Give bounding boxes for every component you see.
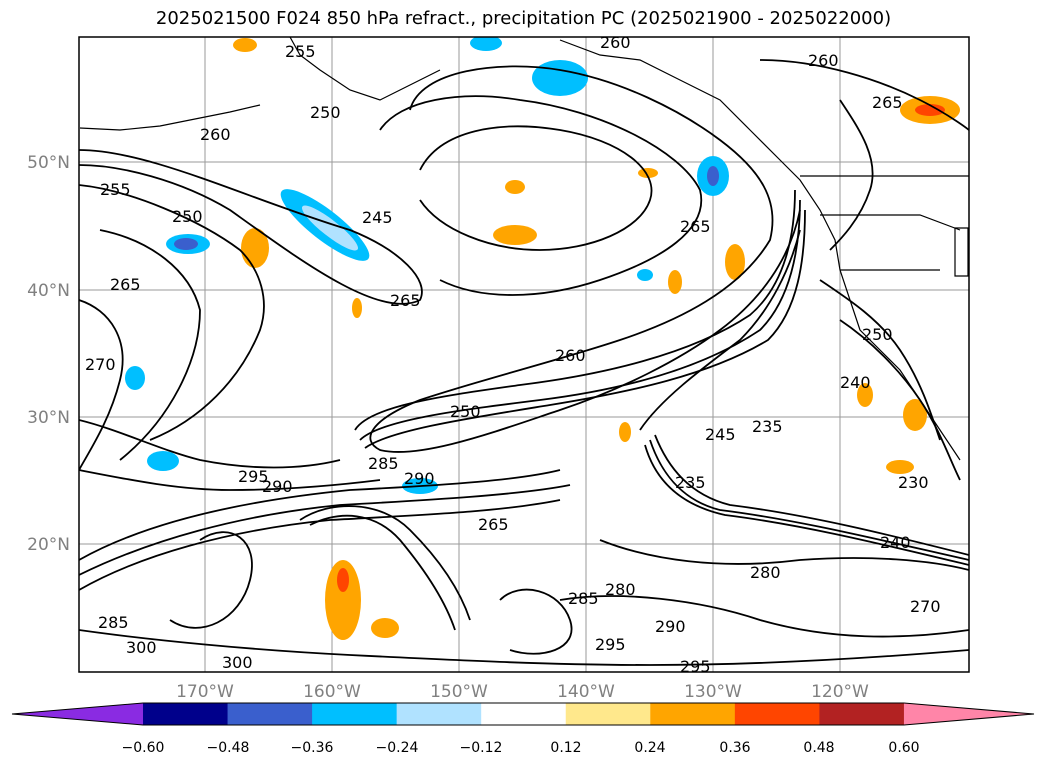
contour-label: 250 — [172, 207, 203, 226]
contour-label: 295 — [238, 467, 269, 486]
chart-title: 2025021500 F024 850 hPa refract., precip… — [155, 8, 892, 29]
latitude-labels: 50°N 40°N 30°N 20°N — [27, 153, 70, 555]
colorbar-extend-low — [12, 703, 143, 725]
contour-label: 250 — [310, 103, 341, 122]
contour-label: 265 — [872, 93, 903, 112]
contour-label: 290 — [655, 617, 686, 636]
lon-label: 130°W — [684, 682, 742, 702]
contour-label: 250 — [450, 402, 481, 421]
contour-label: 245 — [362, 208, 393, 227]
contour-label: 240 — [880, 533, 911, 552]
lon-label: 150°W — [430, 682, 488, 702]
lat-label: 40°N — [27, 281, 70, 301]
contour-label: 270 — [85, 355, 116, 374]
contour-label: 240 — [840, 373, 871, 392]
lat-label: 20°N — [27, 535, 70, 555]
colorbar-tick-label: 0.60 — [888, 740, 919, 756]
colorbar-tick-label: −0.48 — [207, 740, 250, 756]
contour-label: 255 — [285, 42, 316, 61]
contour-label: 290 — [262, 477, 293, 496]
contour-label: 280 — [750, 563, 781, 582]
contour-label: 235 — [752, 417, 783, 436]
contour-label-group: 260 260 260 260 255 255 250 250 250 250 … — [85, 33, 941, 676]
contour-label: 265 — [478, 515, 509, 534]
contour-label: 265 — [390, 291, 421, 310]
colorbar-segment — [565, 703, 651, 725]
colorbar-tick-label: −0.12 — [460, 740, 503, 756]
colorbar-tick-label: 0.12 — [550, 740, 581, 756]
precip-shading — [125, 37, 960, 640]
colorbar-tick-label: 0.36 — [719, 740, 750, 756]
contour-label: 255 — [100, 180, 131, 199]
contour-label: 265 — [680, 217, 711, 236]
colorbar-segment — [143, 703, 229, 725]
colorbar-segment — [734, 703, 820, 725]
colorbar-outline — [11, 702, 1035, 726]
longitude-labels: 170°W 160°W 150°W 140°W 130°W 120°W — [176, 682, 869, 702]
colorbar-extend-high — [903, 703, 1034, 725]
plot-area — [79, 37, 969, 672]
contour-label: 230 — [898, 473, 929, 492]
contour-label: 300 — [222, 653, 253, 672]
contour-label: 250 — [862, 325, 893, 344]
contour-label: 235 — [675, 473, 706, 492]
colorbar-tick-label: 0.24 — [634, 740, 665, 756]
coastlines — [79, 37, 969, 461]
graticule — [79, 37, 969, 672]
colorbar-segment — [396, 703, 482, 725]
contour-label: 285 — [368, 454, 399, 473]
contour-label: 260 — [555, 346, 586, 365]
colorbar-tick-label: −0.24 — [376, 740, 419, 756]
contour-label: 260 — [600, 33, 631, 52]
colorbar-segment — [312, 703, 398, 725]
lon-label: 170°W — [176, 682, 234, 702]
lon-label: 120°W — [811, 682, 869, 702]
colorbar-tick-label: 0.48 — [803, 740, 834, 756]
lon-label: 140°W — [557, 682, 615, 702]
contour-label: 270 — [910, 597, 941, 616]
colorbar — [11, 702, 1035, 726]
colorbar-segment — [819, 703, 905, 725]
refractivity-contours — [79, 59, 969, 666]
contour-label: 285 — [568, 589, 599, 608]
colorbar-segment — [650, 703, 736, 725]
contour-label: 260 — [808, 51, 839, 70]
colorbar-tick-label: −0.36 — [291, 740, 334, 756]
contour-label: 290 — [404, 469, 435, 488]
contour-label: 295 — [680, 657, 711, 676]
colorbar-segment — [481, 703, 567, 725]
colorbar-segment — [227, 703, 313, 725]
contour-label: 245 — [705, 425, 736, 444]
contour-label: 260 — [200, 125, 231, 144]
contour-label: 265 — [110, 275, 141, 294]
contour-label: 285 — [98, 613, 129, 632]
lat-label: 30°N — [27, 408, 70, 428]
contour-label: 300 — [126, 638, 157, 657]
colorbar-tick-label: −0.60 — [122, 740, 165, 756]
colorbar-ticks: −0.60 −0.48 −0.36 −0.24 −0.12 0.12 0.24 … — [122, 740, 920, 756]
lat-label: 50°N — [27, 153, 70, 173]
contour-label: 295 — [595, 635, 626, 654]
plot-border — [78, 36, 970, 673]
contour-label: 280 — [605, 580, 636, 599]
lon-label: 160°W — [303, 682, 361, 702]
